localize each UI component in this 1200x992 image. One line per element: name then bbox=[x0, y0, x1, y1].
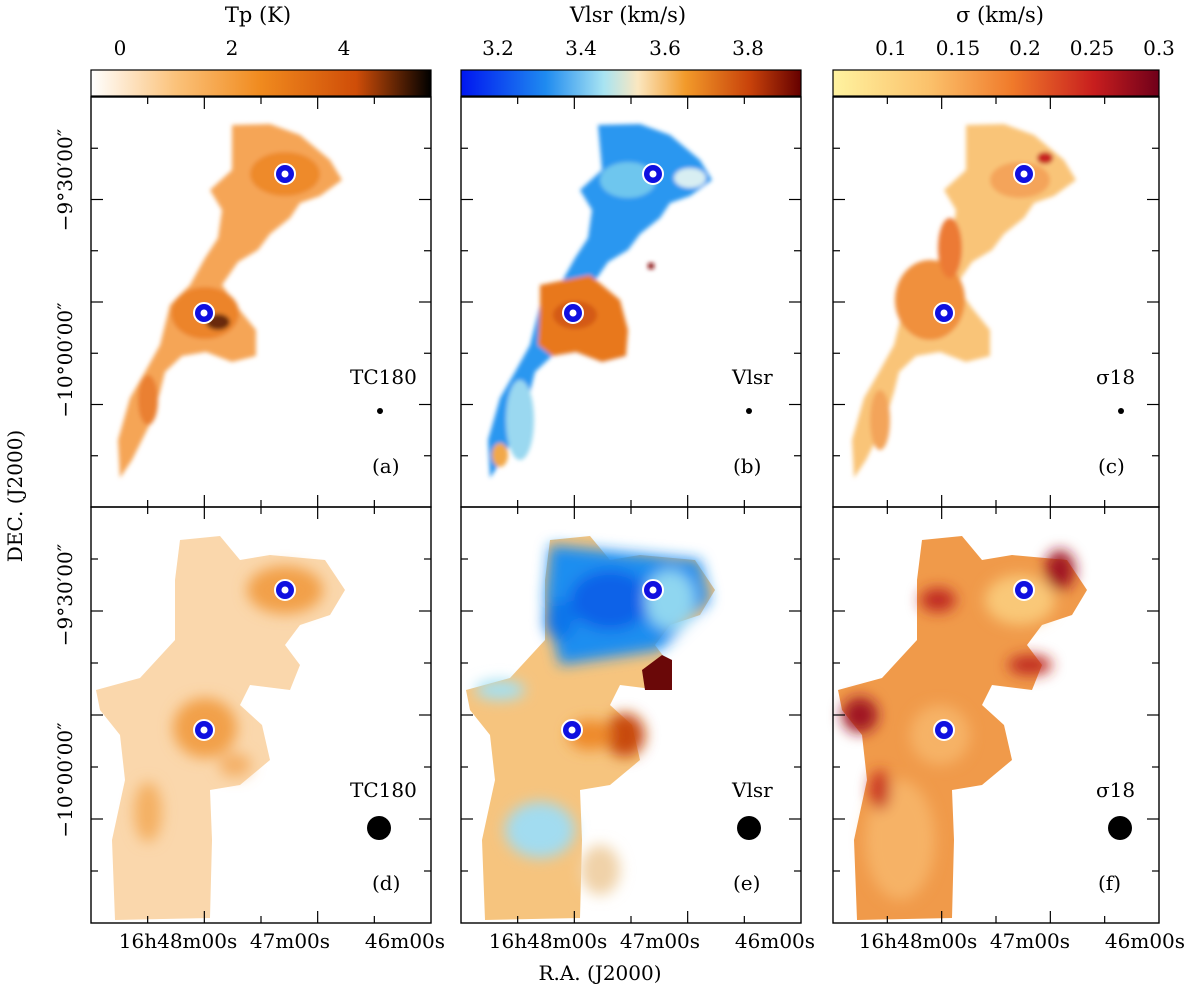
x-tick-label: 46m00s bbox=[1105, 929, 1185, 953]
y-tick-label: −10°00′00″ bbox=[53, 722, 77, 837]
colorbar-tp-tick: 4 bbox=[338, 36, 351, 60]
colorbar-tp-title: Tp (K) bbox=[225, 3, 291, 27]
panel-label-c: (c) bbox=[1098, 454, 1125, 478]
y-axis-title: DEC. (J2000) bbox=[3, 430, 27, 562]
source-marker bbox=[933, 719, 955, 741]
panel-c: (c) σ18 bbox=[832, 96, 1160, 508]
x-axis-labels: 16h48m00s 47m00s 46m00s 16h48m00s 47m00s… bbox=[119, 929, 1185, 985]
source-marker bbox=[561, 719, 583, 741]
x-tick-label: 47m00s bbox=[250, 929, 330, 953]
map-a bbox=[118, 124, 342, 478]
x-tick-label: 46m00s bbox=[735, 929, 815, 953]
x-tick-label: 46m00s bbox=[365, 929, 445, 953]
panel-label-b: (b) bbox=[733, 454, 761, 478]
colorbar-vlsr-title: Vlsr (km/s) bbox=[569, 3, 686, 27]
panel-tag-f: σ18 bbox=[1096, 778, 1135, 802]
y-tick-label: −10°00′00″ bbox=[53, 302, 77, 417]
beam-marker-a bbox=[377, 408, 383, 414]
colorbar-tp: Tp (K) 0 2 4 bbox=[90, 3, 432, 97]
colorbar-sigma-tick: 0.25 bbox=[1070, 36, 1115, 60]
source-marker bbox=[274, 579, 296, 601]
y-tick-label: −9°30′00″ bbox=[53, 544, 77, 646]
map-e-hotspot bbox=[642, 655, 672, 690]
source-marker bbox=[193, 302, 215, 324]
panel-tag-b: Vlsr bbox=[731, 365, 773, 389]
x-tick-label: 47m00s bbox=[620, 929, 700, 953]
colorbar-sigma-tick: 0.15 bbox=[936, 36, 981, 60]
x-tick-label: 16h48m00s bbox=[119, 929, 237, 953]
source-marker bbox=[642, 579, 664, 601]
source-marker bbox=[642, 163, 664, 185]
panel-d: (d) TC180 bbox=[90, 506, 432, 924]
map-b bbox=[488, 124, 712, 478]
beam-marker-e bbox=[737, 816, 761, 840]
colorbar-sigma: σ (km/s) 0.1 0.15 0.2 0.25 0.3 bbox=[832, 3, 1175, 97]
source-marker bbox=[1013, 163, 1035, 185]
source-marker bbox=[193, 719, 215, 741]
colorbar-sigma-title: σ (km/s) bbox=[956, 3, 1044, 27]
colorbar-tp-tick: 0 bbox=[114, 36, 127, 60]
panel-a: (a) TC180 bbox=[90, 96, 432, 508]
colorbar-vlsr-ramp bbox=[460, 69, 802, 97]
source-marker bbox=[274, 163, 296, 185]
beam-marker-f bbox=[1108, 816, 1132, 840]
panel-tag-c: σ18 bbox=[1096, 365, 1135, 389]
x-axis-title: R.A. (J2000) bbox=[538, 961, 661, 985]
colorbar-vlsr: Vlsr (km/s) 3.2 3.4 3.6 3.8 bbox=[460, 3, 802, 97]
colorbar-sigma-tick: 0.1 bbox=[875, 36, 907, 60]
beam-marker-c bbox=[1118, 408, 1124, 414]
colorbar-sigma-tick: 0.2 bbox=[1009, 36, 1041, 60]
panel-label-f: (f) bbox=[1098, 871, 1121, 895]
colorbar-sigma-tick: 0.3 bbox=[1143, 36, 1175, 60]
panel-f: (f) σ18 bbox=[832, 506, 1160, 924]
source-marker bbox=[1013, 579, 1035, 601]
source-marker bbox=[933, 302, 955, 324]
colorbar-tp-ramp bbox=[90, 69, 432, 97]
panel-tag-d: TC180 bbox=[350, 778, 417, 802]
colorbar-vlsr-tick: 3.8 bbox=[732, 36, 764, 60]
colorbar-vlsr-tick: 3.2 bbox=[482, 36, 514, 60]
frame-tick-marks bbox=[91, 97, 1159, 923]
panel-label-e: (e) bbox=[733, 871, 760, 895]
colorbar-tp-tick: 2 bbox=[226, 36, 239, 60]
colorbar-sigma-ramp bbox=[832, 69, 1160, 97]
source-marker bbox=[562, 302, 584, 324]
panel-b: (b) Vlsr bbox=[460, 96, 802, 508]
y-axis-labels: −9°30′00″ −10°00′00″ −10°00′00″ −9°30′00… bbox=[3, 129, 77, 838]
panel-tag-e: Vlsr bbox=[731, 778, 773, 802]
panel-e: (e) Vlsr bbox=[460, 506, 802, 924]
x-tick-label: 16h48m00s bbox=[859, 929, 977, 953]
panel-label-d: (d) bbox=[372, 871, 400, 895]
y-tick-label: −9°30′00″ bbox=[53, 129, 77, 231]
beam-marker-d bbox=[367, 816, 391, 840]
colorbar-vlsr-tick: 3.4 bbox=[565, 36, 597, 60]
x-ticks-col3: 16h48m00s 47m00s 46m00s bbox=[859, 929, 1185, 953]
x-ticks-col1: 16h48m00s 47m00s 46m00s bbox=[119, 929, 445, 953]
map-c bbox=[852, 124, 1076, 478]
x-tick-label: 47m00s bbox=[990, 929, 1070, 953]
panel-tag-a: TC180 bbox=[350, 365, 417, 389]
x-ticks-col2: 16h48m00s 47m00s 46m00s bbox=[489, 929, 815, 953]
beam-marker-b bbox=[746, 408, 752, 414]
x-tick-label: 16h48m00s bbox=[489, 929, 607, 953]
colorbar-vlsr-tick: 3.6 bbox=[649, 36, 681, 60]
panel-label-a: (a) bbox=[372, 454, 400, 478]
